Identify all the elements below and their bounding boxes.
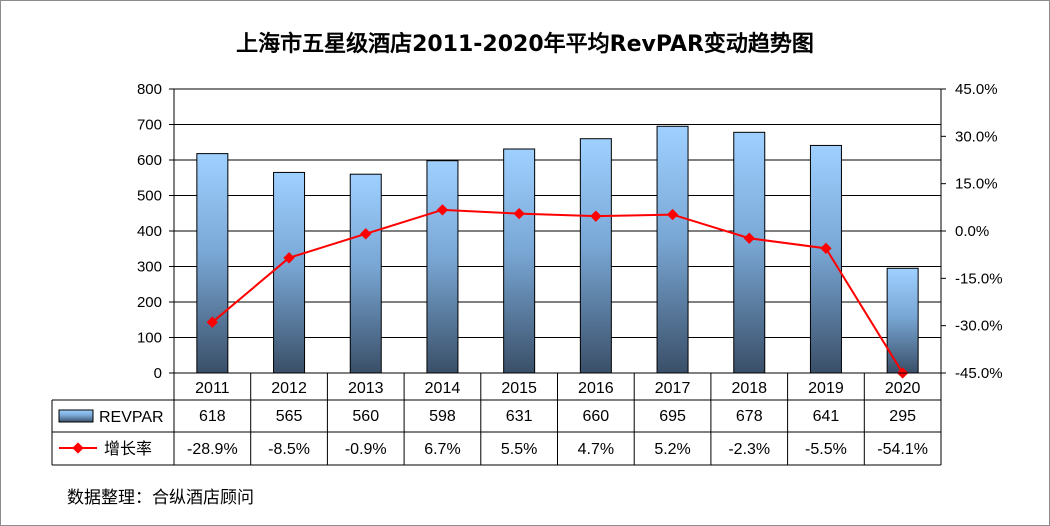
y-left-tick-label: 600 xyxy=(137,152,162,169)
y-right-tick-label: 0.0% xyxy=(955,223,989,240)
bar-revpar xyxy=(273,171,306,374)
bar-revpar xyxy=(656,125,689,374)
marker-growth-rate xyxy=(590,210,602,222)
x-tick-label: 2016 xyxy=(578,380,614,397)
x-tick-label: 2017 xyxy=(655,380,691,397)
bar-revpar xyxy=(886,267,919,374)
x-tick-label: 2015 xyxy=(501,380,537,397)
bar-revpar xyxy=(579,138,612,374)
data-label-revpar: 641 xyxy=(813,408,840,425)
line-growth-rate xyxy=(211,208,904,374)
bar-revpar xyxy=(426,160,459,374)
y-left-tick-label: 700 xyxy=(137,117,162,134)
y-left-tick-label: 500 xyxy=(137,188,162,205)
data-label-growth-rate: -2.3% xyxy=(728,441,770,458)
y-left-tick-label: 200 xyxy=(137,294,162,311)
legend-marker-growth-rate xyxy=(72,442,84,454)
x-tick-label: 2011 xyxy=(195,380,230,397)
data-label-revpar: 560 xyxy=(352,408,379,425)
data-label-revpar: 598 xyxy=(429,408,456,425)
marker-growth-rate xyxy=(513,207,525,220)
marker-growth-rate xyxy=(743,232,755,244)
x-tick-label: 2019 xyxy=(808,380,844,397)
y-right-tick-label: -15.0% xyxy=(955,270,1003,287)
bar-revpar xyxy=(196,153,229,374)
y-left-tick-label: 0 xyxy=(154,365,162,382)
data-label-growth-rate: -0.9% xyxy=(345,441,387,458)
source-note: 数据整理：合纵酒店顾问 xyxy=(67,488,254,508)
data-label-revpar: 695 xyxy=(659,408,686,425)
y-right-tick-label: 45.0% xyxy=(955,81,998,98)
legend-label-revpar: REVPAR xyxy=(99,409,164,426)
y-right-tick-label: -45.0% xyxy=(955,365,1003,382)
y-right-tick-label: 30.0% xyxy=(955,128,998,145)
x-tick-label: 2013 xyxy=(348,380,384,397)
data-label-revpar: 660 xyxy=(582,408,609,425)
y-left-tick-label: 800 xyxy=(137,81,162,98)
bar-revpar xyxy=(349,173,382,374)
marker-growth-rate xyxy=(360,228,372,240)
data-label-growth-rate: -5.5% xyxy=(805,441,847,458)
data-label-growth-rate: 6.7% xyxy=(424,441,460,458)
data-label-revpar: 565 xyxy=(276,408,303,425)
data-label-growth-rate: 4.7% xyxy=(578,441,614,458)
x-tick-label: 2018 xyxy=(731,380,767,397)
data-label-growth-rate: 5.5% xyxy=(501,441,537,458)
marker-growth-rate xyxy=(436,204,449,216)
data-label-growth-rate: 5.2% xyxy=(654,441,690,458)
x-tick-label: 2014 xyxy=(425,380,461,397)
data-label-revpar: 295 xyxy=(889,408,916,425)
bar-revpar xyxy=(733,131,766,374)
data-label-revpar: 618 xyxy=(199,408,226,425)
y-right-tick-label: 15.0% xyxy=(955,176,998,193)
y-left-tick-label: 100 xyxy=(137,330,162,347)
x-tick-label: 2020 xyxy=(885,380,921,397)
y-left-tick-label: 300 xyxy=(137,259,162,276)
data-label-growth-rate: -8.5% xyxy=(268,441,310,458)
bar-revpar xyxy=(503,148,536,374)
data-label-revpar: 631 xyxy=(506,408,533,425)
x-tick-label: 2012 xyxy=(271,380,307,397)
marker-growth-rate xyxy=(206,316,219,328)
y-right-tick-label: -30.0% xyxy=(955,318,1003,335)
data-label-growth-rate: -28.9% xyxy=(187,441,238,458)
marker-growth-rate xyxy=(820,242,832,255)
chart-title: 上海市五星级酒店2011-2020年平均RevPAR变动趋势图 xyxy=(236,32,814,57)
data-label-revpar: 678 xyxy=(736,408,763,425)
legend-label-growth-rate: 增长率 xyxy=(104,440,152,458)
legend-key-revpar xyxy=(58,409,94,423)
marker-growth-rate xyxy=(666,208,679,221)
data-label-growth-rate: -54.1% xyxy=(877,441,928,458)
bar-revpar xyxy=(809,144,842,374)
y-left-tick-label: 400 xyxy=(137,223,162,240)
